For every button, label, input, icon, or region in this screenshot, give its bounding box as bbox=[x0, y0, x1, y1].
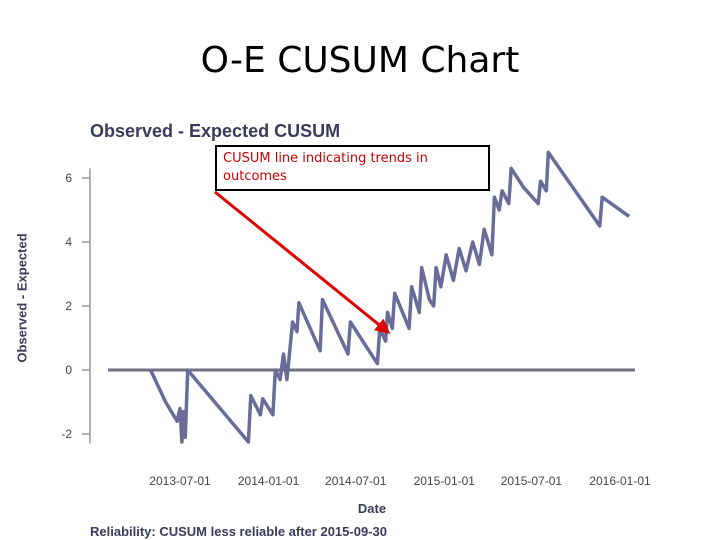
x-axis-label: Date bbox=[357, 501, 387, 516]
callout-box: CUSUM line indicating trends in outcomes bbox=[215, 145, 490, 191]
callout-arrow bbox=[214, 190, 391, 334]
slide-title: O-E CUSUM Chart bbox=[200, 40, 520, 81]
x-tick-label: 2014-01-01 bbox=[238, 474, 300, 488]
cusum-series-line bbox=[149, 150, 631, 444]
x-tick-label: 2015-01-01 bbox=[414, 474, 476, 488]
x-axis: 2013-07-01 2014-01-01 2014-07-01 2015-01-01… bbox=[149, 474, 651, 488]
reliability-note: Reliability: CUSUM less reliable after 2… bbox=[90, 524, 387, 539]
callout-text: CUSUM line indicating trends in outcomes bbox=[223, 151, 428, 184]
x-tick-label: 2015-07-01 bbox=[501, 474, 563, 488]
y-axis: -2 0 2 4 6 bbox=[61, 168, 91, 444]
chart-title: Observed - Expected CUSUM bbox=[90, 121, 341, 141]
x-tick-label: 2016-01-01 bbox=[589, 474, 651, 488]
x-tick-label: 2014-07-01 bbox=[325, 474, 387, 488]
x-tick-label: 2013-07-01 bbox=[149, 474, 211, 488]
y-tick-label: 6 bbox=[65, 171, 72, 185]
y-tick-label: 0 bbox=[65, 363, 72, 377]
y-tick-label: 4 bbox=[65, 235, 72, 249]
y-tick-label: -2 bbox=[61, 427, 72, 441]
y-tick-label: 2 bbox=[65, 299, 72, 313]
